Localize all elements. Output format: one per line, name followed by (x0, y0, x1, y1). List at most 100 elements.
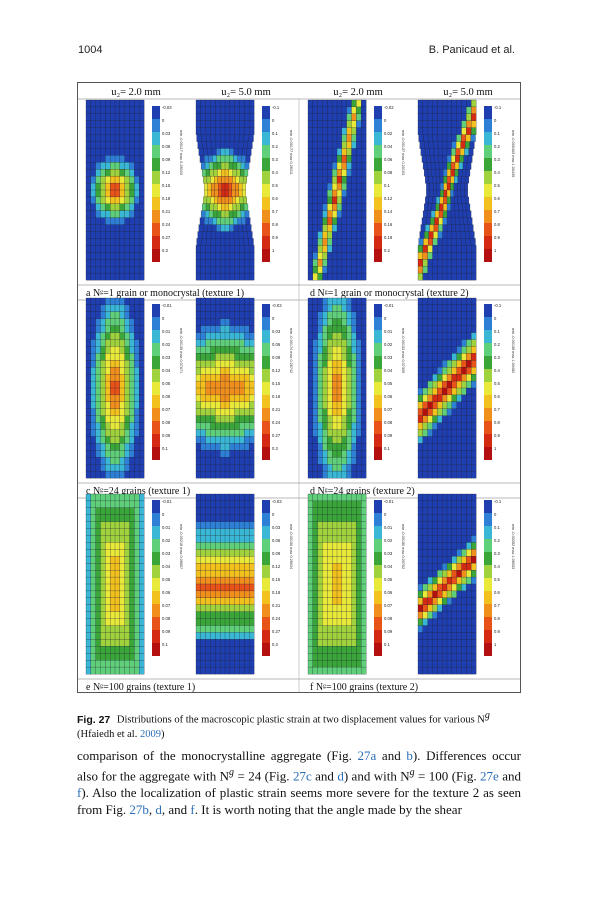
mesh-element (461, 521, 467, 529)
mesh-element (332, 189, 338, 198)
mesh-element (139, 660, 145, 668)
mesh-element (139, 583, 145, 592)
mesh-element (114, 353, 121, 361)
mesh-element (200, 360, 206, 368)
mesh-element (244, 367, 250, 375)
mesh-element (105, 464, 111, 472)
mesh-element (215, 252, 221, 260)
mesh-element (114, 500, 121, 509)
mesh-element (429, 224, 435, 232)
fig-link-b[interactable]: b (406, 748, 413, 763)
mesh-element (356, 450, 362, 458)
text-run: and (311, 768, 338, 784)
mesh-element (341, 408, 347, 416)
mesh-element (139, 639, 145, 647)
mesh-element (317, 217, 323, 225)
mesh-element (356, 231, 362, 239)
mesh-element (124, 549, 130, 557)
mesh-element (341, 618, 347, 626)
mesh-element (432, 318, 438, 326)
mesh-element (90, 632, 96, 640)
mesh-element (119, 563, 125, 571)
mesh-element (456, 374, 462, 382)
mesh-element (361, 245, 367, 253)
mesh-element (134, 597, 140, 606)
mesh-element (307, 493, 314, 502)
mesh-element (224, 332, 231, 340)
mesh-element (105, 401, 111, 410)
mesh-element (249, 259, 255, 267)
colorbar-swatch (262, 171, 270, 184)
mesh-element (417, 408, 424, 416)
mesh-element (216, 155, 222, 163)
mesh-element (224, 224, 230, 232)
caption-citation-year-link[interactable]: 2009 (139, 728, 161, 740)
mesh-element (229, 422, 235, 430)
mesh-element (471, 653, 477, 661)
mesh-element (90, 443, 96, 451)
mesh-element (200, 653, 206, 661)
mesh-element (110, 625, 116, 633)
colorbar-tick-label: 0 (384, 512, 387, 517)
fig-link-27c[interactable]: 27c (292, 768, 312, 784)
fig-link-f2[interactable]: f (190, 802, 195, 818)
mesh-element (105, 535, 111, 543)
mesh-element (139, 576, 145, 585)
mesh-element (215, 259, 221, 267)
mesh-element (332, 155, 338, 163)
mesh-element (234, 653, 240, 661)
mesh-element (248, 134, 254, 142)
mesh-element (341, 259, 347, 267)
mesh-element (451, 500, 457, 509)
mesh-element (239, 646, 245, 654)
mesh-element (95, 563, 101, 571)
mesh-element (471, 556, 477, 564)
mesh-element (220, 106, 226, 115)
colorbar-tick-label: 0.6 (494, 196, 500, 201)
mesh-element (432, 590, 438, 599)
mesh-element (361, 311, 367, 320)
fig-link-d2[interactable]: d (155, 802, 162, 818)
fig-link-f[interactable]: f (77, 785, 82, 801)
mesh-element (461, 252, 467, 260)
mesh-element (110, 507, 116, 516)
fig-link-d[interactable]: d (337, 768, 344, 784)
mesh-element (466, 611, 472, 619)
mesh-element (361, 203, 367, 212)
mesh-element (207, 224, 213, 232)
mesh-element (105, 189, 111, 198)
mesh-element (224, 325, 231, 333)
fig-link-27a[interactable]: 27a (357, 748, 377, 763)
colorbar-tick-label: 0.6 (494, 590, 500, 595)
mesh-element (249, 374, 255, 382)
mesh-element (95, 401, 101, 410)
mesh-element (361, 141, 367, 149)
mesh-element (210, 646, 216, 654)
mesh-element (322, 203, 328, 212)
mesh-element (210, 443, 216, 451)
mesh-element (332, 556, 338, 564)
mesh-element (361, 604, 367, 612)
colorbar-tick-label: 0.09 (384, 433, 393, 438)
fig-link-27b[interactable]: 27b (129, 802, 149, 818)
mesh-element (200, 590, 206, 599)
colorbar-tick-label: 0.21 (162, 209, 171, 214)
mesh-element (446, 653, 453, 661)
colorbar-swatch (484, 171, 492, 184)
mesh-element (351, 570, 357, 578)
mesh-element (317, 549, 323, 557)
mesh-element (114, 182, 121, 191)
colorbar-swatch (374, 304, 382, 317)
mesh-element (341, 415, 347, 423)
mesh-element (224, 272, 231, 281)
mesh-element (134, 374, 140, 382)
mesh-element (336, 252, 343, 260)
mesh-element (427, 339, 433, 347)
mesh-element (437, 597, 443, 606)
mesh-element (471, 507, 477, 516)
mesh-element (234, 646, 240, 654)
fig-link-27e[interactable]: 27e (480, 768, 499, 784)
mesh-element (422, 120, 428, 128)
mesh-element (234, 134, 240, 142)
mesh-element (134, 266, 140, 274)
